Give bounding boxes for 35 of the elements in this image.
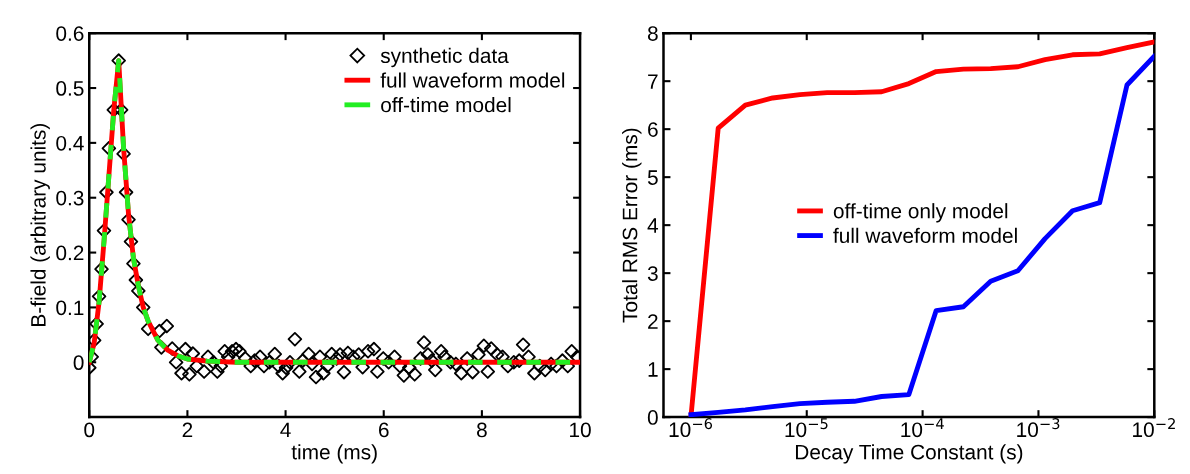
x-tick-label: 10$^{−3}$ [1017, 418, 1060, 438]
y-tick-label: 0.5 [56, 81, 84, 96]
y-tick-label: 0 [73, 355, 84, 371]
y-tick-label: 2 [648, 314, 658, 329]
y-tick-label: 1 [648, 362, 658, 377]
legend-label: full waveform model [833, 227, 1017, 244]
x-axis-title: time (ms) [291, 444, 377, 464]
x-tick-label: 0 [84, 422, 95, 438]
y-tick-label: 0.3 [56, 190, 84, 206]
x-tick-label: 8 [477, 422, 487, 438]
x-tick-label: 2 [182, 422, 193, 438]
x-tick-label: 6 [379, 422, 389, 438]
x-tick-label: 10$^{−5}$ [785, 418, 828, 438]
x-tick-label: 10$^{−6}$ [669, 418, 713, 438]
y-tick-label: 4 [647, 218, 659, 233]
legend-label: off-time model [381, 97, 511, 113]
y-axis-title: B-field (arbitrary units) [30, 123, 50, 326]
legend-label: full waveform model [380, 72, 565, 88]
x-tick-label: 10 [570, 422, 591, 438]
y-tick-label: 5 [647, 170, 658, 185]
x-tick-label: 10$^{−2}$ [1133, 418, 1175, 438]
y-tick-label: 0.2 [56, 245, 84, 261]
y-tick-label: 8 [647, 26, 658, 41]
legend-label: off-time only model [833, 203, 1008, 223]
y-tick-label: 6 [648, 122, 658, 137]
y-tick-label: 3 [647, 266, 658, 281]
y-tick-label: 7 [648, 74, 658, 89]
y-tick-label: 0.6 [56, 26, 84, 41]
y-tick-label: 0.1 [56, 300, 84, 316]
x-tick-label: 10$^{−4}$ [901, 418, 944, 438]
y-axis-title: Total RMS Error (ms) [622, 128, 642, 323]
x-axis-title: Decay Time Constant (s) [795, 444, 1023, 464]
legend-label: synthetic data [380, 47, 509, 68]
x-tick-label: 4 [280, 422, 291, 438]
y-tick-label: 0.4 [56, 135, 84, 151]
